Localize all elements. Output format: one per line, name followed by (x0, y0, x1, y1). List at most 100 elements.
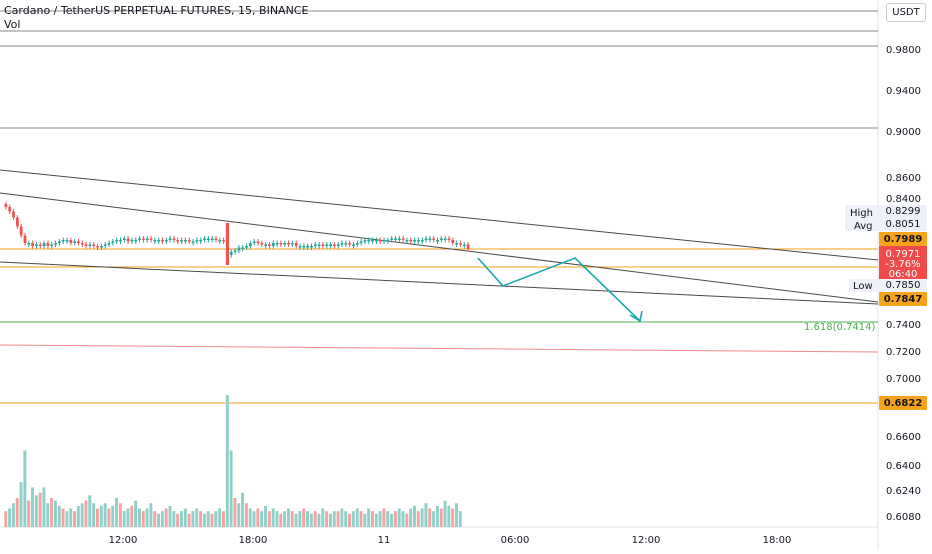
candle-body-32 (126, 238, 130, 242)
volume-bar-33 (130, 505, 134, 527)
candle-body-74 (287, 243, 290, 245)
candle-body-10 (42, 243, 46, 246)
orange-lower-price-box (879, 292, 927, 306)
volume-bar-46 (180, 511, 183, 527)
candle-body-48 (187, 240, 191, 242)
candle-body-60 (233, 250, 237, 252)
candle-body-117 (451, 240, 455, 243)
candle-body-107 (413, 240, 417, 242)
volume-bar-102 (393, 511, 397, 527)
volume-bar-4 (19, 482, 23, 527)
spike-candle (225, 223, 230, 265)
volume-bar-71 (275, 511, 279, 527)
volume-bar-16 (65, 511, 69, 527)
volume-bar-60 (233, 497, 237, 527)
volume-bar-49 (191, 511, 195, 527)
volume-bar-22 (88, 495, 92, 527)
candle-body-96 (371, 240, 374, 242)
orange-upper-price-box (879, 232, 927, 246)
candle-body-14 (57, 241, 61, 243)
volume-bar-41 (160, 511, 164, 527)
orange-bottom-price-box (879, 396, 927, 410)
y-tick-1: 0.9400 (886, 86, 921, 97)
volume-bar-50 (195, 508, 199, 527)
candle-body-43 (168, 238, 172, 240)
candle-body-115 (443, 238, 447, 240)
volume-bar-101 (390, 513, 394, 527)
volume-bar-100 (386, 511, 390, 527)
lower-trendline (0, 261, 879, 305)
volume-bar-84 (325, 511, 329, 527)
candle-body-111 (428, 238, 432, 240)
volume-bar-12 (50, 497, 54, 527)
x-tick-5: 18:00 (763, 535, 792, 546)
candle-body-89 (344, 243, 348, 245)
orange-upper-price-text: 0.7989 (884, 234, 923, 245)
candle-body-39 (153, 240, 157, 242)
candle-body-16 (65, 240, 69, 242)
volume-bar-53 (206, 511, 210, 527)
volume-bar-35 (137, 508, 141, 527)
volume-bar-81 (313, 511, 317, 527)
candle-body-21 (84, 244, 88, 246)
candle-body-118 (455, 243, 459, 245)
volume-bar-83 (321, 508, 325, 527)
volume-bar-90 (348, 513, 351, 527)
volume-bar-112 (432, 511, 436, 527)
candle-body-86 (333, 244, 336, 246)
candle-body-23 (92, 244, 96, 246)
volume-bar-98 (378, 511, 382, 527)
candle-body-92 (355, 243, 359, 245)
candle-body-63 (245, 246, 248, 248)
y-tick-8: 0.6600 (886, 432, 921, 443)
volume-bar-77 (298, 511, 302, 527)
candle-body-78 (302, 246, 306, 248)
volume-bar-62 (241, 492, 245, 527)
candle-body-109 (420, 240, 424, 242)
candle-body-62 (241, 247, 245, 249)
last-price-box (879, 246, 927, 279)
volume-bar-104 (401, 511, 405, 527)
candle-body-114 (439, 238, 443, 240)
candle-body-84 (325, 244, 329, 246)
volume-bar-99 (382, 508, 386, 527)
volume-bar-6 (27, 500, 31, 527)
volume-bar-58 (225, 395, 229, 527)
volume-bar-31 (122, 511, 126, 527)
candle-body-106 (409, 240, 413, 242)
candle-body-7 (31, 243, 35, 246)
y-tick-0: 0.9800 (886, 45, 921, 56)
candle-body-25 (100, 246, 103, 248)
volume-bar-70 (271, 508, 275, 527)
volume-bar-97 (374, 513, 378, 527)
low-value-text: 0.7850 (886, 280, 921, 291)
candle-body-97 (375, 240, 378, 242)
candle-body-12 (50, 244, 54, 246)
volume-bar-3 (15, 497, 19, 527)
currency-button[interactable]: USDT (886, 3, 926, 22)
volume-bar-89 (344, 511, 348, 527)
volume-bar-115 (443, 500, 447, 527)
projection-path (477, 257, 641, 322)
volume-bar-11 (46, 503, 50, 527)
volume-bar-15 (61, 508, 65, 527)
volume-bar-96 (370, 511, 374, 527)
middle-trendline (0, 192, 879, 303)
red-trend-line (0, 344, 879, 353)
volume-bar-66 (256, 508, 260, 527)
volume-bar-43 (168, 505, 172, 527)
volume-bar-20 (80, 503, 84, 527)
volume-bar-9 (38, 492, 42, 527)
volume-bar-19 (76, 505, 80, 527)
volume-bar-69 (267, 511, 271, 527)
candle-body-85 (329, 244, 332, 246)
volume-bar-10 (42, 487, 46, 527)
candle-body-91 (352, 244, 355, 246)
volume-label: Vol (4, 18, 21, 31)
volume-bar-67 (260, 511, 264, 527)
volume-bar-93 (359, 511, 363, 527)
upper-trendline (0, 169, 879, 261)
candle-body-22 (88, 244, 92, 246)
